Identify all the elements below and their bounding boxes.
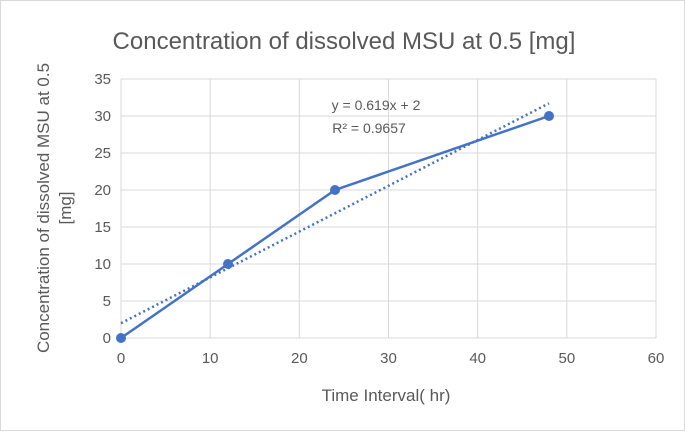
y-tick-label: 30 [94,108,111,125]
data-point [116,333,126,343]
trendline-equation: y = 0.619x + 2 [332,97,421,113]
y-tick-label: 0 [103,330,111,347]
chart-title: Concentration of dissolved MSU at 0.5 [m… [113,28,576,55]
y-tick-label: 35 [94,71,111,88]
data-point [330,185,340,195]
y-axis-label-line2: [mg] [56,191,75,224]
y-tick-label: 5 [103,293,111,310]
series-line [120,114,550,340]
x-tick-label: 60 [648,350,665,367]
y-axis-label-line1: Concentration of dissolved MSU at 0.5 [34,63,53,353]
data-point [544,111,554,121]
y-tick-label: 15 [94,219,111,236]
x-tick-label: 30 [380,350,397,367]
x-tick-label: 10 [202,350,219,367]
x-tick-label: 50 [558,350,575,367]
x-tick-label: 20 [291,350,308,367]
data-point [223,259,233,269]
x-tick-label: 40 [469,350,486,367]
trendline [120,102,550,325]
trendline-r-squared: R² = 0.9657 [332,120,406,136]
y-tick-label: 20 [94,182,111,199]
y-tick-label: 10 [94,256,111,273]
x-axis-label: Time Interval( hr) [322,386,451,405]
x-tick-label: 0 [117,350,125,367]
y-tick-label: 25 [94,145,111,162]
